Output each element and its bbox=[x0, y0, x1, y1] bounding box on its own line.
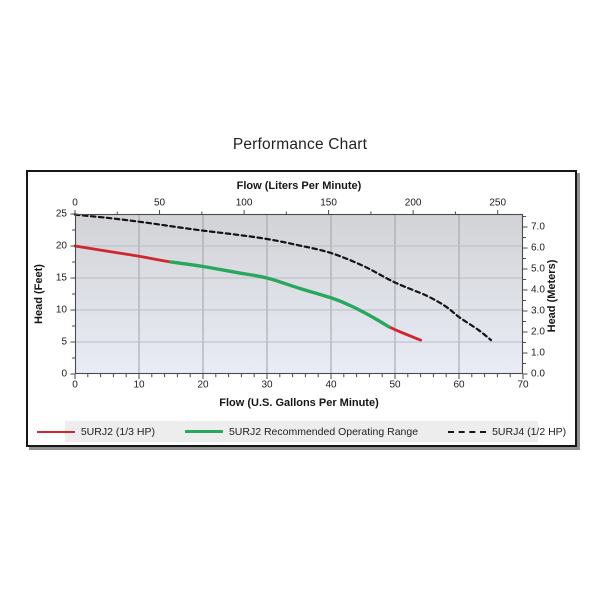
top-axis-tick-label: 0 bbox=[72, 197, 78, 209]
right-axis-tick-label: 6.0 bbox=[531, 242, 545, 254]
bottom-axis-tick-label: 20 bbox=[197, 379, 209, 391]
bottom-axis-tick-label: 0 bbox=[72, 379, 78, 391]
bottom-axis-tick-label: 40 bbox=[325, 379, 337, 391]
top-axis-tick-label: 50 bbox=[153, 197, 166, 209]
bottom-axis-tick-label: 70 bbox=[517, 379, 529, 391]
left-axis-tick-label: 15 bbox=[55, 272, 67, 284]
left-axis-tick-label: 20 bbox=[55, 240, 67, 252]
left-axis-tick-label: 25 bbox=[55, 208, 67, 220]
bottom-axis-tick-label: 60 bbox=[453, 379, 465, 391]
green-line-sample-icon bbox=[184, 430, 223, 433]
page-title: Performance Chart bbox=[232, 136, 368, 153]
legend-item-5urj2-range: 5URJ2 Recommended Operating Range bbox=[184, 425, 419, 438]
dashed-line-sample-icon bbox=[448, 430, 487, 433]
bottom-axis-tick-label: 30 bbox=[261, 379, 273, 391]
bottom-axis-tick-label: 50 bbox=[389, 379, 401, 391]
top-axis-tick-label: 100 bbox=[235, 197, 253, 209]
top-axis-tick-label: 250 bbox=[489, 197, 507, 209]
left-axis-title: Head (Feet) bbox=[33, 264, 45, 324]
red-line-sample-icon bbox=[36, 430, 75, 433]
legend-item-5urj2: 5URJ2 (1/3 HP) bbox=[36, 425, 155, 438]
right-axis-tick-label: 3.0 bbox=[531, 305, 545, 317]
series-line-1 bbox=[169, 260, 391, 329]
legend: 5URJ2 (1/3 HP) 5URJ2 Recommended Operati… bbox=[36, 421, 566, 442]
right-axis-tick-label: 5.0 bbox=[531, 263, 545, 275]
left-axis-tick-label: 10 bbox=[55, 304, 67, 316]
right-axis-tick-label: 1.0 bbox=[531, 347, 545, 359]
series-line-2 bbox=[73, 213, 493, 342]
top-axis-title: Flow (Liters Per Minute) bbox=[236, 180, 362, 192]
legend-label-5urj4: 5URJ4 (1/2 HP) bbox=[492, 425, 567, 438]
plot-area bbox=[70, 210, 528, 379]
right-axis-tick-label: 2.0 bbox=[531, 326, 545, 338]
bottom-axis-title: Flow (U.S. Gallons Per Minute) bbox=[219, 397, 379, 409]
legend-label-5urj2: 5URJ2 (1/3 HP) bbox=[80, 425, 155, 438]
legend-item-5urj4: 5URJ4 (1/2 HP) bbox=[448, 426, 566, 438]
right-axis-title: Head (Meters) bbox=[546, 259, 558, 333]
top-axis-tick-label: 200 bbox=[404, 197, 422, 209]
right-axis-tick-label: 7.0 bbox=[531, 221, 545, 233]
left-axis-tick-label: 5 bbox=[61, 336, 67, 348]
legend-label-5urj2-range: 5URJ2 Recommended Operating Range bbox=[228, 425, 419, 438]
bottom-axis-tick-label: 10 bbox=[133, 379, 145, 391]
chart-frame: Flow (Liters Per Minute) Head (Feet) Hea… bbox=[26, 170, 577, 447]
left-axis-tick-label: 0 bbox=[61, 368, 67, 380]
top-axis-tick-label: 150 bbox=[320, 197, 337, 209]
right-axis-tick-label: 0.0 bbox=[531, 368, 545, 380]
right-axis-tick-label: 4.0 bbox=[531, 284, 545, 296]
